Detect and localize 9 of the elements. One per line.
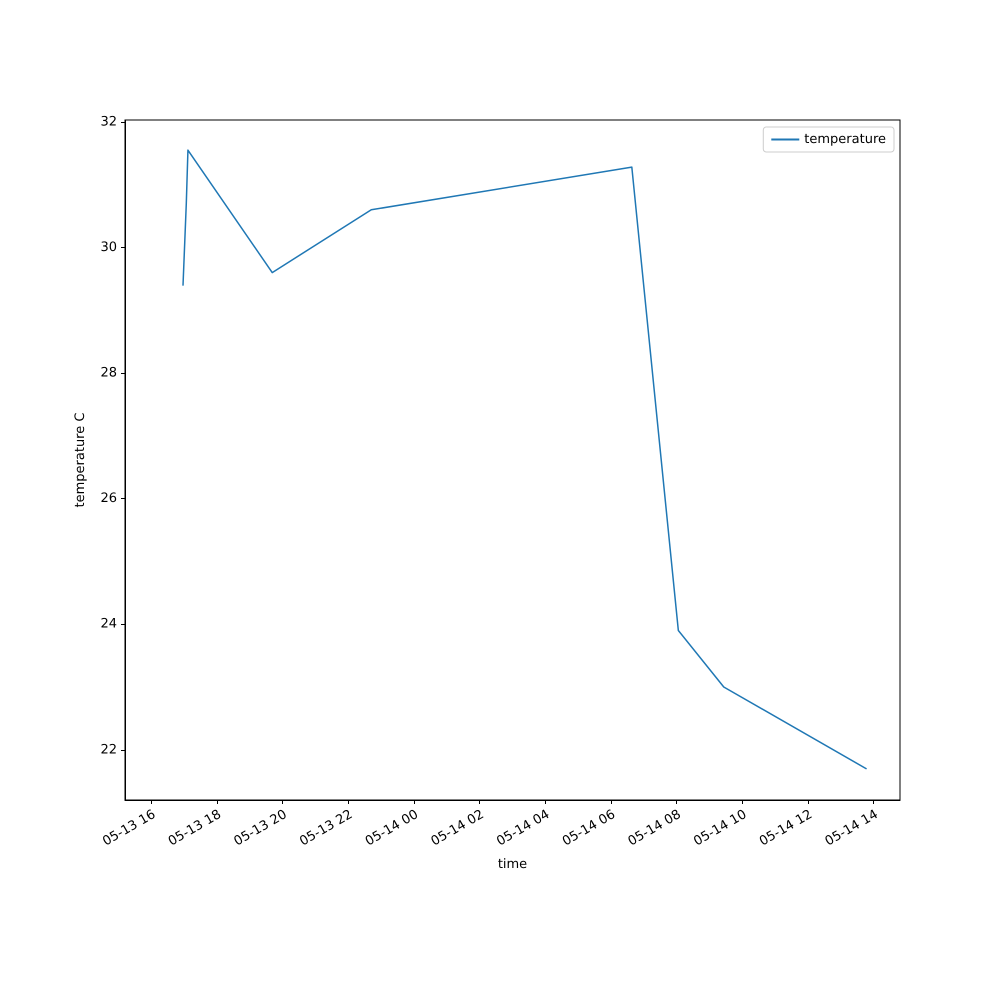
y-tick-label: 28: [100, 366, 117, 381]
y-tick-label: 22: [100, 742, 117, 758]
y-tick-label: 26: [100, 491, 117, 506]
y-tick-label: 32: [100, 114, 117, 130]
y-tick-label: 24: [100, 616, 117, 632]
y-axis-title: temperature C: [73, 412, 88, 508]
x-axis-title: time: [498, 857, 528, 872]
y-tick-label: 30: [100, 240, 117, 255]
legend-label: temperature: [804, 132, 886, 147]
